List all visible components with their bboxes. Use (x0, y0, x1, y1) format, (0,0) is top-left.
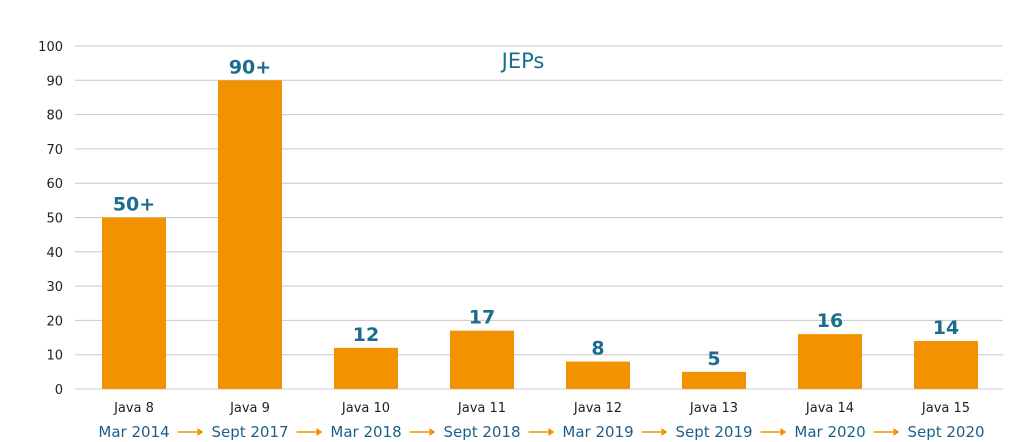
category-label: Java 15 (921, 401, 970, 416)
bar (914, 340, 978, 389)
y-tick-label: 40 (46, 246, 63, 261)
bars (102, 80, 978, 390)
timeline-arrow-icon (528, 428, 555, 436)
category-label: Java 9 (229, 401, 270, 416)
y-axis-ticks: 0 10 20 30 40 50 60 70 80 90 100 (38, 40, 63, 398)
category-labels: Java 8 Java 9 Java 10 Java 11 Java 12 Java 13… (113, 401, 970, 416)
release-date-label: Sept 2017 (211, 423, 288, 441)
bar (450, 330, 514, 389)
release-timeline: Mar 2014 Sept 2017 Mar 2018 Sept 2018 Mar 20… (98, 423, 984, 441)
category-label: Java 13 (689, 401, 738, 416)
data-label: 8 (591, 338, 604, 360)
release-date-label: Mar 2019 (562, 423, 633, 441)
category-label: Java 10 (341, 401, 390, 416)
y-tick-label: 90 (46, 74, 63, 89)
y-tick-label: 60 (46, 177, 63, 192)
data-label: 50+ (113, 194, 155, 216)
y-tick-label: 10 (46, 349, 63, 364)
release-date-label: Sept 2020 (907, 423, 984, 441)
data-label: 16 (817, 310, 843, 332)
y-tick-label: 20 (46, 314, 63, 329)
chart-title: JEPs (500, 49, 545, 73)
release-date-label: Mar 2018 (330, 423, 401, 441)
data-labels: 50+ 90+ 12 17 8 5 16 14 (113, 56, 959, 370)
bar (682, 371, 746, 389)
timeline-arrow-icon (641, 428, 668, 436)
category-label: Java 12 (573, 401, 622, 416)
timeline-arrow-icon (873, 428, 900, 436)
y-tick-label: 80 (46, 109, 63, 124)
category-label: Java 11 (457, 401, 506, 416)
category-label: Java 8 (113, 401, 154, 416)
timeline-arrow-icon (296, 428, 323, 436)
grid-lines (75, 45, 1003, 390)
timeline-arrow-icon (409, 428, 436, 436)
data-label: 5 (707, 348, 720, 370)
category-label: Java 14 (805, 401, 854, 416)
y-tick-label: 50 (46, 212, 63, 227)
bar (334, 347, 398, 389)
release-date-label: Sept 2018 (443, 423, 520, 441)
timeline-arrow-icon (760, 428, 787, 436)
y-tick-label: 70 (46, 143, 63, 158)
timeline-arrow-icon (177, 428, 204, 436)
data-label: 17 (469, 307, 495, 329)
data-label: 14 (933, 317, 959, 339)
y-tick-label: 0 (55, 383, 63, 398)
data-label: 12 (353, 324, 379, 346)
release-date-label: Sept 2019 (675, 423, 752, 441)
y-tick-label: 100 (38, 40, 63, 55)
bar (566, 361, 630, 389)
bar (798, 334, 862, 389)
release-date-label: Mar 2014 (98, 423, 169, 441)
y-tick-label: 30 (46, 280, 63, 295)
bar (218, 80, 282, 390)
data-label: 90+ (229, 56, 271, 78)
bar (102, 217, 166, 389)
release-date-label: Mar 2020 (794, 423, 865, 441)
